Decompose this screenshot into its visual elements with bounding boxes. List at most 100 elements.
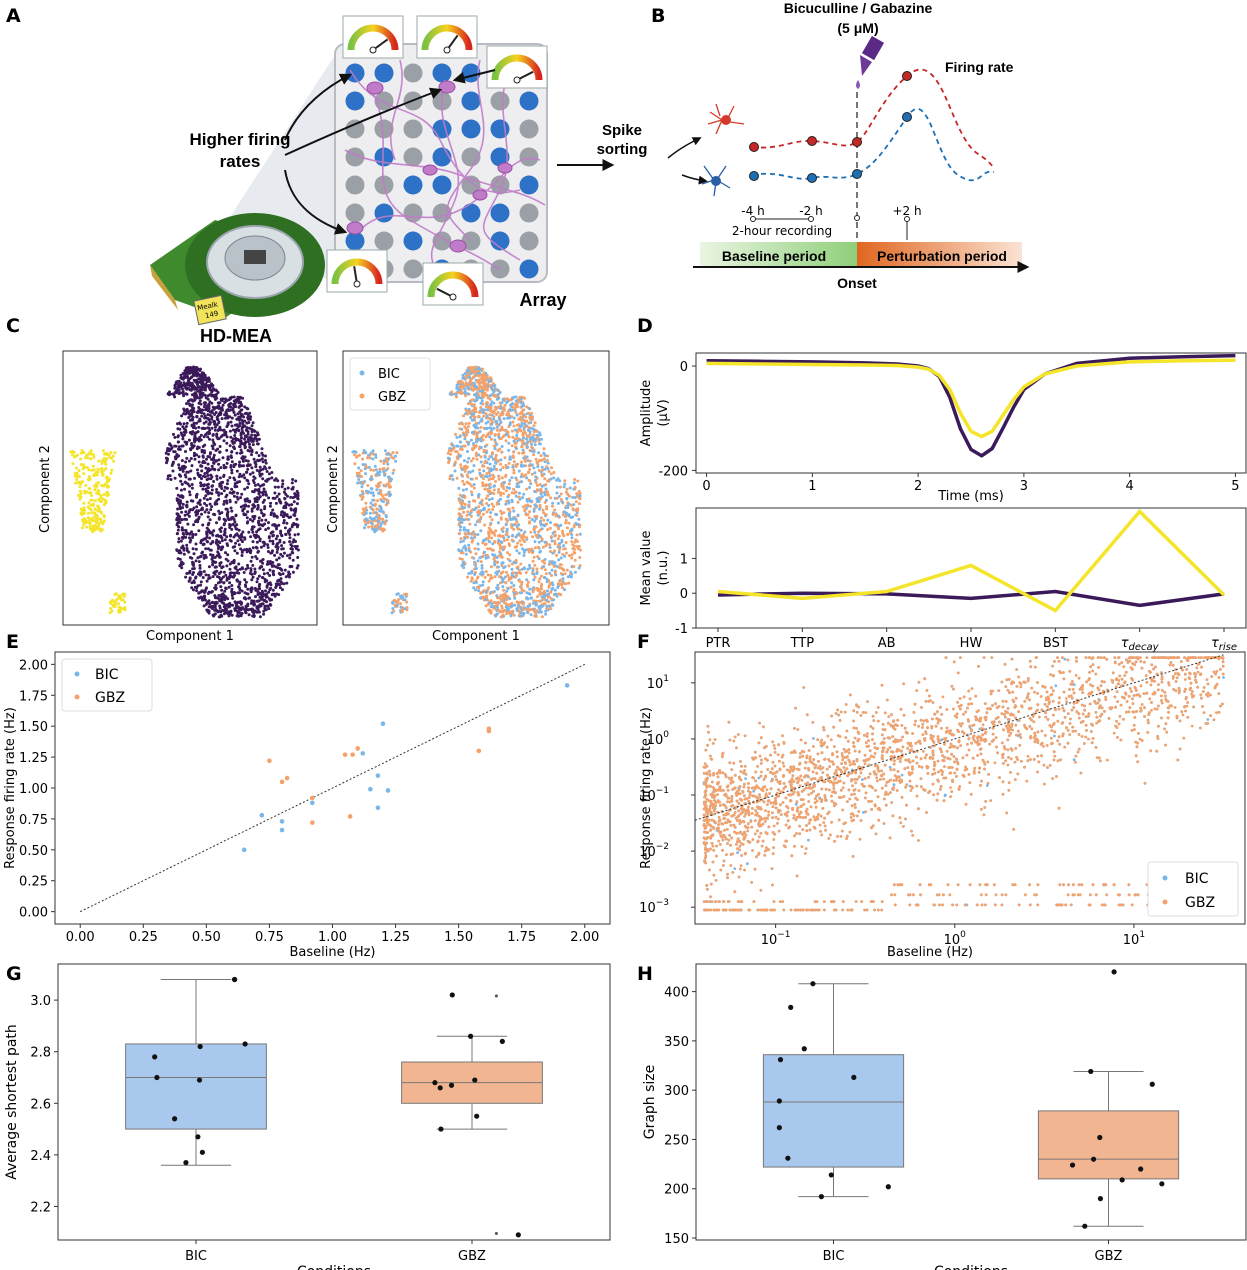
c-left-point-large-cluster xyxy=(199,583,203,587)
c-left-point-large-cluster xyxy=(187,416,191,419)
c-right-point xyxy=(538,483,542,486)
c-right-point xyxy=(384,503,388,507)
c-left-point-large-cluster xyxy=(206,426,210,430)
c-right-point xyxy=(479,425,483,429)
electrode xyxy=(519,175,539,195)
c-left-point-large-cluster xyxy=(166,477,170,481)
c-right-point xyxy=(495,442,499,446)
c-left-point-large-cluster xyxy=(276,548,279,551)
c-left-point-large-cluster xyxy=(181,544,185,548)
c-right-point xyxy=(502,417,506,421)
c-left-point-large-cluster xyxy=(265,592,269,596)
c-left-point-large-cluster xyxy=(232,399,236,403)
c-right-point xyxy=(519,463,523,467)
c-left-point-large-cluster xyxy=(237,401,241,405)
c-left-point-large-cluster xyxy=(279,531,283,535)
c-right-point xyxy=(369,501,373,505)
c-right-point xyxy=(499,427,503,431)
c-left-point-large-cluster xyxy=(184,510,188,514)
c-left-point-large-cluster xyxy=(257,610,261,614)
c-left-point-large-cluster xyxy=(229,465,233,469)
c-left-point-large-cluster xyxy=(257,519,261,523)
c-left-point-large-cluster xyxy=(277,563,281,567)
c-right-point xyxy=(496,565,500,569)
c-right-point xyxy=(502,566,506,570)
c-right-point xyxy=(530,442,533,446)
c-left-point-large-cluster xyxy=(251,421,255,425)
c-left-point-large-cluster xyxy=(189,457,193,460)
c-left-point-large-cluster xyxy=(289,495,293,499)
c-left-point-large-cluster xyxy=(179,551,183,555)
c-left-point-small-cluster xyxy=(103,452,107,456)
c-right-point xyxy=(498,575,501,579)
c-left-point-large-cluster xyxy=(288,536,292,540)
c-left-point-large-cluster xyxy=(167,452,170,456)
c-right-point xyxy=(578,532,582,536)
c-left-point-large-cluster xyxy=(295,517,299,521)
c-right-point xyxy=(511,405,515,409)
c-right-point xyxy=(496,449,500,452)
c-right-point xyxy=(577,566,581,570)
c-left-point-large-cluster xyxy=(218,401,222,405)
c-right-point xyxy=(532,424,536,428)
c-left-point-large-cluster xyxy=(295,502,299,506)
c-left-point-large-cluster xyxy=(252,438,255,442)
c-left-point-large-cluster xyxy=(194,533,198,536)
c-right-point xyxy=(539,549,542,553)
c-right-point xyxy=(528,604,532,608)
c-right-point xyxy=(467,500,471,504)
c-left-point-large-cluster xyxy=(217,497,221,501)
electrode xyxy=(490,231,510,251)
c-right-point xyxy=(536,545,540,549)
c-left-point-large-cluster xyxy=(244,445,247,449)
c-left-point-small-cluster xyxy=(112,459,116,463)
c-right-point xyxy=(555,496,559,500)
c-left-point-large-cluster xyxy=(198,566,202,570)
c-left-point-large-cluster xyxy=(199,411,203,415)
c-left-point-large-cluster xyxy=(232,558,236,562)
c-left-point-large-cluster xyxy=(164,451,168,455)
c-left-point-large-cluster xyxy=(296,564,300,568)
c-right-point xyxy=(512,516,516,520)
c-left-point-large-cluster xyxy=(246,563,249,567)
c-right-point xyxy=(489,565,493,569)
c-right-point xyxy=(519,586,523,590)
c-left-point-large-cluster xyxy=(255,610,259,614)
c-left-point-large-cluster xyxy=(224,507,228,511)
c-left-point-large-cluster xyxy=(280,534,284,538)
c-right-point xyxy=(496,541,500,545)
c-right-point xyxy=(476,431,480,435)
c-right-point xyxy=(465,374,468,378)
c-left-point-large-cluster xyxy=(193,476,196,480)
c-right-point xyxy=(469,514,473,518)
c-right-point xyxy=(511,533,515,537)
c-left-point-large-cluster xyxy=(247,421,251,424)
c-left-point-large-cluster xyxy=(184,450,187,453)
c-right-point xyxy=(479,401,483,405)
c-left-point-large-cluster xyxy=(267,535,271,539)
c-right-point xyxy=(468,409,472,413)
c-left-point-large-cluster xyxy=(226,421,230,425)
c-left-point-large-cluster xyxy=(254,460,257,464)
c-left-point-large-cluster xyxy=(239,451,242,455)
c-right-point xyxy=(514,558,518,562)
c-right-point xyxy=(539,519,543,523)
c-left-point-large-cluster xyxy=(211,563,215,567)
c-right-point xyxy=(526,580,530,584)
c-right-point xyxy=(466,412,470,416)
c-right-point xyxy=(474,392,478,396)
panel-letter-f: F xyxy=(637,631,650,653)
c-left-point-large-cluster xyxy=(222,605,226,609)
c-left-point-large-cluster xyxy=(240,535,244,539)
c-right-point xyxy=(507,441,511,445)
c-left-point-large-cluster xyxy=(291,523,294,527)
c-left-point-large-cluster xyxy=(285,581,289,585)
c-left-point-large-cluster xyxy=(202,401,206,405)
c-right-point xyxy=(539,437,543,441)
c-left-point-large-cluster xyxy=(264,458,267,462)
c-left-point-large-cluster xyxy=(235,495,239,499)
c-left-point-large-cluster xyxy=(296,532,300,536)
gauge-icon xyxy=(416,15,478,59)
c-right-point xyxy=(515,591,519,595)
c-right-point xyxy=(520,445,524,448)
